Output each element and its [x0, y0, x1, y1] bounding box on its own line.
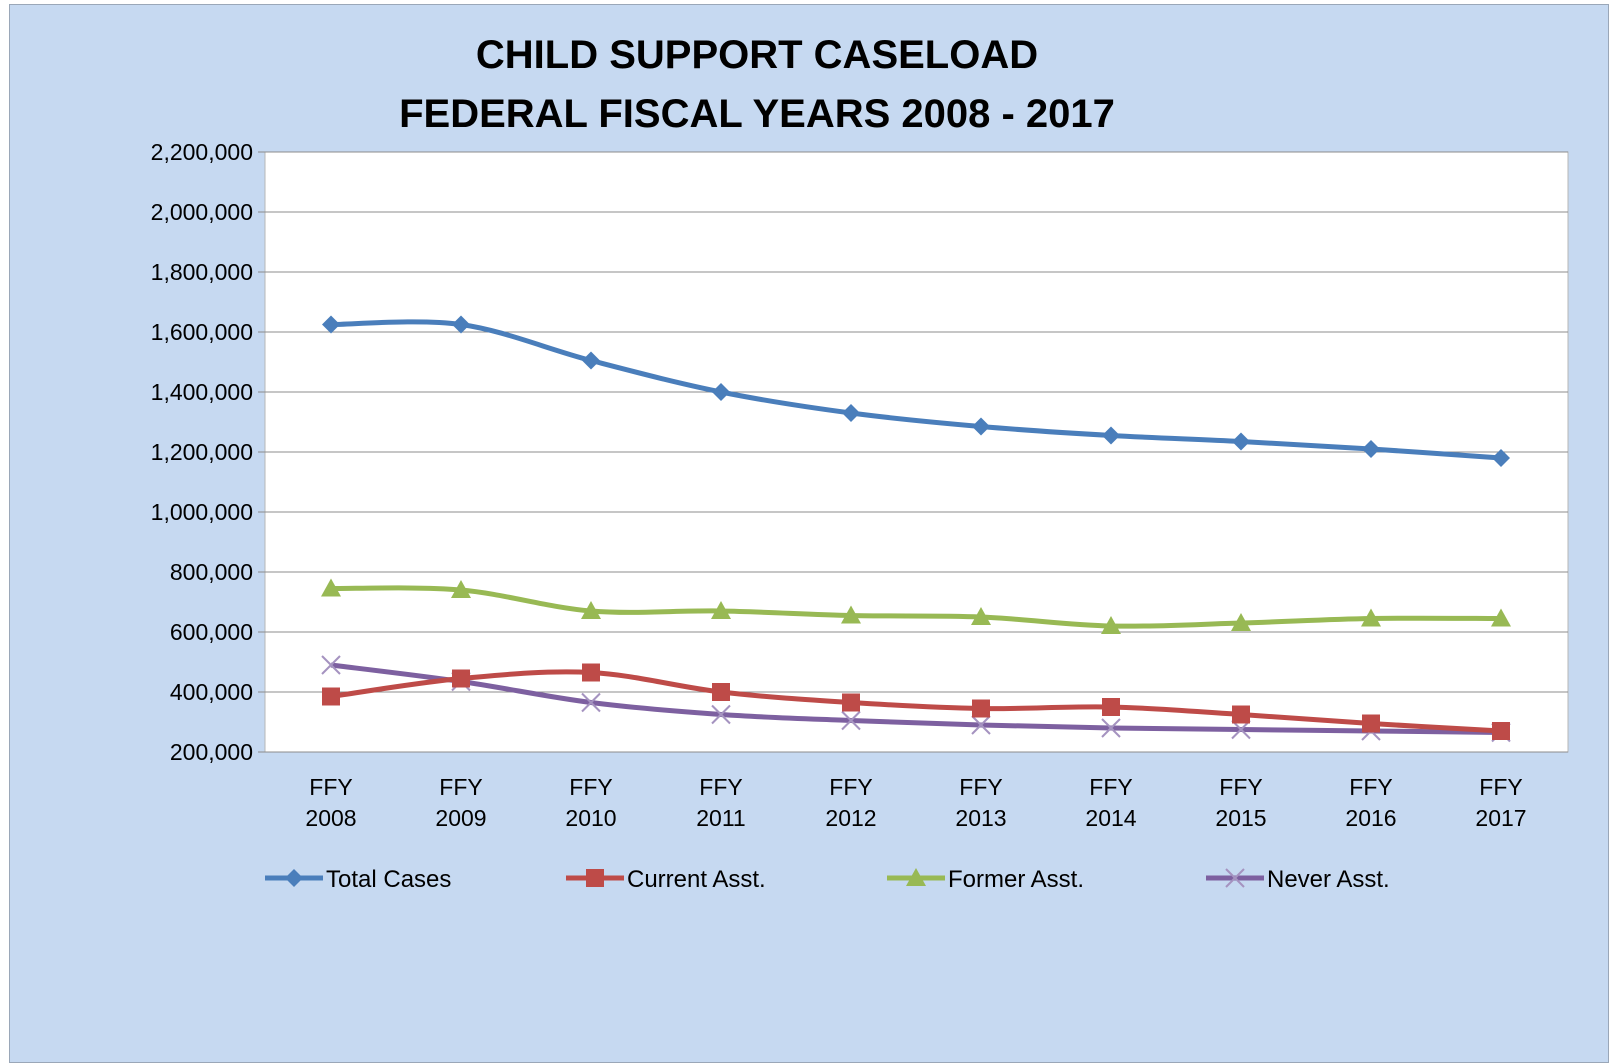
legend-swatch-marker [1225, 868, 1245, 888]
data-point-current-asst [1102, 698, 1120, 716]
y-tick-label: 800,000 [170, 559, 253, 585]
legend-swatch-marker [586, 869, 604, 887]
data-point-never-asst [841, 710, 861, 731]
data-point-never-asst [1101, 718, 1121, 738]
data-point-never-asst [581, 692, 601, 713]
x-tick-label-year: 2012 [825, 805, 876, 831]
x-tick-label-year: 2009 [435, 805, 486, 831]
data-point-former-asst [1361, 608, 1381, 627]
y-tick-label: 1,000,000 [151, 499, 253, 525]
x-tick-label-prefix: FFY [439, 774, 482, 800]
x-tick-label-prefix: FFY [959, 774, 1002, 800]
legend-swatch-marker [285, 869, 303, 887]
y-tick-label: 1,600,000 [151, 319, 253, 345]
series-line-former-asst [330, 585, 1502, 629]
data-point-former-asst [581, 601, 601, 619]
series-former-asst [321, 578, 1511, 634]
x-tick-label-prefix: FFY [699, 774, 742, 800]
chart-title-line-2: FEDERAL FISCAL YEARS 2008 - 2017 [399, 92, 1115, 136]
x-axis-tick-labels: FFY 2008 FFY 2009 FFY 2010 FFY 2011 FFY 2012 FFY 20… [305, 774, 1526, 831]
data-point-former-asst [841, 605, 861, 624]
y-tick-label: 1,200,000 [151, 439, 253, 465]
x-tick-label-prefix: FFY [829, 774, 872, 800]
data-point-total-cases [842, 404, 860, 422]
legend-label: Current Asst. [627, 866, 766, 893]
x-tick-label-prefix: FFY [1089, 774, 1132, 800]
data-point-never-asst [711, 704, 731, 725]
data-point-current-asst [322, 687, 340, 706]
x-tick-label-year: 2010 [565, 805, 616, 831]
legend-entry-current-asst: Current Asst. [566, 866, 766, 893]
x-tick-label-year: 2016 [1345, 805, 1396, 831]
data-point-current-asst [972, 699, 990, 718]
data-point-total-cases [322, 315, 340, 334]
data-point-former-asst [1491, 608, 1511, 627]
x-tick-label-year: 2011 [696, 805, 745, 831]
data-point-total-cases [582, 351, 600, 370]
x-tick-label-prefix: FFY [1479, 774, 1522, 800]
x-tick-label-year: 2015 [1215, 805, 1266, 831]
data-point-former-asst [321, 578, 341, 597]
data-point-current-asst [1492, 722, 1510, 740]
legend-entry-total-cases: Total Cases [265, 866, 451, 893]
data-point-current-asst [712, 683, 730, 701]
y-tick-label: 200,000 [170, 739, 253, 765]
series-line-current-asst [330, 669, 1502, 734]
data-point-total-cases [1492, 449, 1510, 467]
data-point-former-asst [711, 601, 731, 619]
data-point-total-cases [972, 417, 990, 436]
y-tick-label: 2,000,000 [151, 199, 253, 225]
series-lines [321, 315, 1511, 743]
data-point-current-asst [582, 663, 600, 682]
data-point-former-asst [1101, 616, 1121, 634]
data-point-total-cases [452, 315, 470, 334]
gridlines [258, 151, 1568, 753]
x-tick-label-prefix: FFY [309, 774, 352, 800]
data-point-current-asst [1362, 714, 1380, 733]
y-tick-label: 1,400,000 [151, 379, 253, 405]
series-total-cases [322, 315, 1510, 467]
data-point-total-cases [712, 383, 730, 401]
data-point-total-cases [1232, 432, 1250, 451]
x-tick-label-year: 2013 [955, 805, 1006, 831]
legend-label: Total Cases [326, 866, 451, 893]
y-tick-label: 400,000 [170, 679, 253, 705]
x-tick-label-year: 2017 [1475, 805, 1526, 831]
series-line-never-asst [330, 662, 1502, 735]
x-tick-label-year: 2014 [1085, 805, 1136, 831]
y-tick-label: 600,000 [170, 619, 253, 645]
x-tick-label-prefix: FFY [569, 774, 612, 800]
legend: Total Cases Current Asst. Former Asst. Neve… [265, 866, 1390, 893]
data-point-current-asst [842, 693, 860, 712]
data-point-total-cases [1102, 426, 1120, 445]
data-point-current-asst [1232, 705, 1250, 724]
y-axis-tick-labels: 200,000 400,000 600,000 800,000 1,000,000 1,2… [151, 139, 253, 765]
legend-entry-never-asst: Never Asst. [1206, 866, 1390, 893]
series-current-asst [322, 663, 1510, 740]
data-point-former-asst [451, 580, 471, 598]
chart-title-line-1: CHILD SUPPORT CASELOAD [476, 33, 1038, 77]
legend-entry-former-asst: Former Asst. [887, 866, 1084, 893]
data-point-never-asst [321, 655, 341, 675]
data-point-former-asst [1231, 613, 1251, 631]
x-tick-label-prefix: FFY [1349, 774, 1392, 800]
data-point-never-asst [971, 715, 991, 735]
series-line-total-cases [330, 319, 1502, 461]
legend-swatch-marker [906, 868, 926, 886]
data-point-total-cases [1362, 440, 1380, 458]
y-tick-label: 2,200,000 [151, 139, 253, 165]
data-point-current-asst [452, 669, 470, 688]
x-tick-label-year: 2008 [305, 805, 356, 831]
legend-label: Never Asst. [1267, 866, 1390, 893]
y-tick-label: 1,800,000 [151, 259, 253, 285]
data-point-former-asst [971, 607, 991, 625]
x-tick-label-prefix: FFY [1219, 774, 1262, 800]
legend-label: Former Asst. [948, 866, 1084, 893]
